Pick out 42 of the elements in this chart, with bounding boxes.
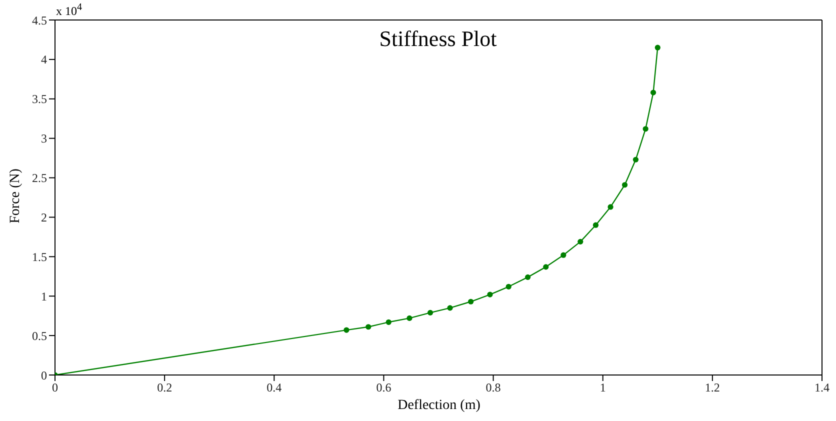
point	[650, 90, 656, 96]
point	[622, 182, 628, 188]
y-axis-title: Force (N)	[8, 168, 24, 226]
x-tick-label: 0.8	[486, 380, 501, 395]
point	[447, 305, 453, 311]
text: x 10$^{4}$	[56, 2, 82, 18]
point	[487, 292, 493, 298]
x-tick-label: 0.6	[376, 380, 392, 395]
y-tick-label: 3.5	[32, 92, 47, 106]
x-tick-label: 0	[52, 380, 58, 395]
chart-title: Stiffness Plot	[378, 26, 498, 52]
x-tick-label: 0.4	[266, 380, 282, 395]
y-tick-label: 1	[41, 289, 47, 304]
point	[543, 264, 549, 270]
y-tick-label: 0	[41, 368, 47, 382]
x-tick-label: 1.4	[814, 380, 830, 395]
y-tick-label: 4	[41, 52, 47, 67]
point	[525, 274, 531, 280]
y-tick-label: 3	[41, 132, 47, 146]
point	[578, 238, 584, 244]
point	[560, 252, 566, 258]
y-tick-label: 2.5	[32, 171, 47, 186]
point	[386, 319, 392, 325]
point	[632, 156, 639, 162]
point	[592, 222, 599, 228]
point	[406, 315, 412, 321]
y-tick-label: 1.5	[32, 250, 47, 264]
y-tick-label: 2	[41, 210, 47, 224]
point	[468, 298, 474, 304]
x-tick-label: 1.2	[704, 380, 720, 395]
point	[608, 204, 614, 210]
x-axis-title: Deflection (m)	[396, 398, 482, 414]
y-tick-label: 4.5	[32, 13, 47, 28]
point	[654, 44, 660, 50]
point	[344, 327, 350, 333]
x-tick-label: 0.2	[157, 380, 172, 395]
point	[506, 284, 512, 290]
point	[366, 324, 372, 330]
point	[642, 126, 648, 132]
point	[427, 310, 434, 316]
x-tick-label: 1	[600, 380, 606, 395]
y-tick-label: 0.5	[32, 328, 47, 343]
